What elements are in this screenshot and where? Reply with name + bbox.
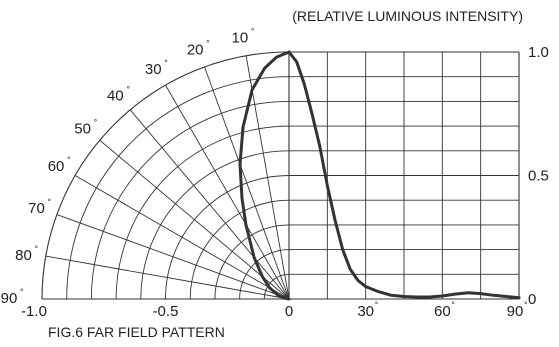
y-tick-label: 1.0 <box>528 44 549 61</box>
polar-angle-label: 10 <box>232 30 249 47</box>
degree-mark: ° <box>206 38 210 48</box>
polar-arc <box>115 125 290 300</box>
polar-pattern-curve <box>238 50 291 301</box>
degree-mark: ° <box>251 27 255 37</box>
polar-arc <box>189 199 290 300</box>
radial-tick-label: -1.0 <box>21 303 47 320</box>
polar-angle-label: 70 <box>28 200 45 217</box>
polar-angle-label: 90 <box>1 290 18 307</box>
x-tick-label: 30 <box>357 303 374 320</box>
polar-spoke <box>129 109 290 300</box>
degree-mark: ° <box>524 300 528 310</box>
degree-mark: ° <box>451 300 455 310</box>
polar-arc <box>140 150 290 300</box>
polar-spoke <box>99 139 290 300</box>
polar-spoke <box>56 214 290 300</box>
radial-tick-label: 0 <box>285 303 293 320</box>
y-tick-label: 0 <box>528 291 536 308</box>
curve-layer <box>238 50 521 301</box>
label-layer: 10 °20 °30 °40 °50 °60 °70 °80 °90 °-1.0 -0.5 0 30 ° 6… <box>1 27 549 320</box>
ylabel: (RELATIVE LUMINOUS INTENSITY) <box>292 8 523 24</box>
polar-angle-label: 20 <box>187 41 204 58</box>
polar-angle-label: 40 <box>107 88 124 105</box>
x-tick-label: 90 <box>507 303 524 320</box>
polar-angle-label: 60 <box>48 158 65 175</box>
degree-mark: ° <box>67 155 71 165</box>
polar-angle-label: 80 <box>15 247 32 264</box>
polar-angle-label: 50 <box>74 120 91 137</box>
polar-spoke <box>165 84 290 300</box>
grid-layer <box>41 51 520 300</box>
degree-mark: ° <box>94 117 98 127</box>
polar-arc <box>66 76 290 300</box>
y-tick-label: 0.5 <box>528 168 549 185</box>
polar-spoke <box>204 66 290 300</box>
degree-mark: ° <box>375 300 379 310</box>
polar-arc <box>214 224 290 300</box>
intensity-curve <box>287 50 521 300</box>
degree-mark: ° <box>20 287 24 297</box>
figure-caption: FIG.6 FAR FIELD PATTERN <box>48 324 225 340</box>
radial-tick-label: -0.5 <box>153 303 179 320</box>
polar-arc <box>239 249 290 300</box>
polar-spoke <box>45 255 290 300</box>
polar-spoke <box>74 175 290 300</box>
degree-mark: ° <box>35 244 39 254</box>
polar-arc <box>90 100 290 300</box>
polar-spoke <box>245 55 290 300</box>
x-tick-label: 60 <box>434 303 451 320</box>
degree-mark: ° <box>47 197 51 207</box>
degree-mark: ° <box>126 85 130 95</box>
degree-mark: ° <box>164 58 168 68</box>
polar-angle-label: 30 <box>145 61 162 78</box>
polar-arc <box>165 175 290 300</box>
polar-arc <box>41 51 290 300</box>
